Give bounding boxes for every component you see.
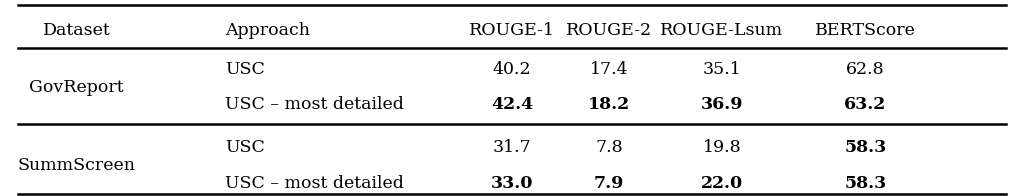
Text: 31.7: 31.7 <box>493 140 531 156</box>
Text: 42.4: 42.4 <box>490 96 534 113</box>
Text: GovReport: GovReport <box>30 79 124 96</box>
Text: 58.3: 58.3 <box>844 175 887 192</box>
Text: Approach: Approach <box>225 22 310 39</box>
Text: BERTScore: BERTScore <box>815 22 915 39</box>
Text: USC: USC <box>225 140 265 156</box>
Text: 36.9: 36.9 <box>700 96 743 113</box>
Text: 17.4: 17.4 <box>590 61 629 78</box>
Text: ROUGE-2: ROUGE-2 <box>566 22 652 39</box>
Text: 40.2: 40.2 <box>493 61 531 78</box>
Text: 18.2: 18.2 <box>588 96 631 113</box>
Text: ROUGE-Lsum: ROUGE-Lsum <box>660 22 783 39</box>
Text: USC – most detailed: USC – most detailed <box>225 175 404 192</box>
Text: 35.1: 35.1 <box>702 61 741 78</box>
Text: 7.9: 7.9 <box>594 175 625 192</box>
Text: 58.3: 58.3 <box>844 140 887 156</box>
Text: 7.8: 7.8 <box>596 140 623 156</box>
Text: SummScreen: SummScreen <box>17 157 136 174</box>
Text: 22.0: 22.0 <box>700 175 743 192</box>
Text: USC: USC <box>225 61 265 78</box>
Text: ROUGE-1: ROUGE-1 <box>469 22 555 39</box>
Text: 33.0: 33.0 <box>490 175 534 192</box>
Text: 62.8: 62.8 <box>846 61 885 78</box>
Text: Dataset: Dataset <box>43 22 111 39</box>
Text: USC – most detailed: USC – most detailed <box>225 96 404 113</box>
Text: 63.2: 63.2 <box>844 96 887 113</box>
Text: 19.8: 19.8 <box>702 140 741 156</box>
